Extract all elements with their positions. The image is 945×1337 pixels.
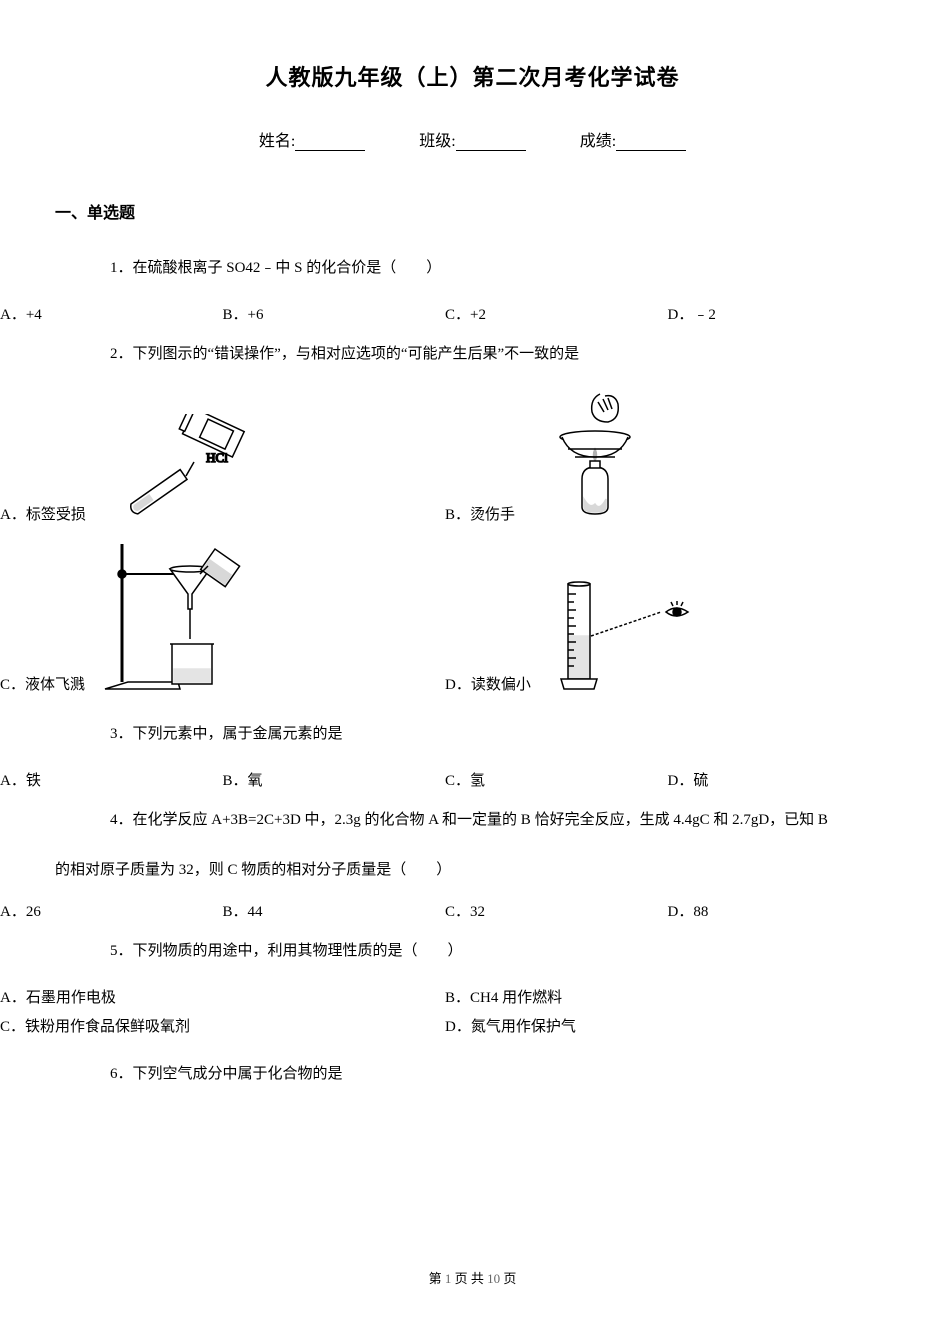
exam-title: 人教版九年级（上）第二次月考化学试卷 [55,60,890,92]
q3-option-b: B．氧 [223,769,446,790]
question-3: 3．下列元素中，属于金属元素的是 [55,719,890,749]
name-label: 姓名: [259,133,295,150]
bottle-pouring-icon: HCl [91,414,281,524]
q5-option-b: B．CH4 用作燃料 [445,986,890,1007]
svg-text:HCl: HCl [206,450,228,465]
class-label: 班级: [419,133,455,150]
q3-option-a: A．铁 [0,769,223,790]
q2-option-a: A．标签受损 HCl [0,414,445,524]
q2-d-label: D．读数偏小 [445,673,531,694]
q4-option-c: C．32 [445,900,668,921]
q4-option-b: B．44 [223,900,446,921]
footer-p2: 页 共 [451,1271,487,1286]
q5-option-c: C．铁粉用作食品保鲜吸氧剂 [0,1015,445,1036]
q4-text-line1: 4．在化学反应 A+3B=2C+3D 中，2.3g 的化合物 A 和一定量的 B… [110,812,828,828]
question-4: 4．在化学反应 A+3B=2C+3D 中，2.3g 的化合物 A 和一定量的 B… [55,805,890,835]
footer-p3: 页 [500,1271,516,1286]
q5-text: 5．下列物质的用途中，利用其物理性质的是（ ） [110,936,890,966]
score-label: 成绩: [580,133,616,150]
q4-text-line2: 的相对原子质量为 32，则 C 物质的相对分子质量是（ ） [55,855,890,885]
name-blank[interactable] [295,135,365,151]
q2-c-label: C．液体飞溅 [0,673,85,694]
q2-b-label: B．烫伤手 [445,503,515,524]
q1-option-a: A．+4 [0,303,223,324]
q1-text: 1．在硫酸根离子 SO42﹣中 S 的化合价是（ ） [110,253,890,283]
q5-option-a: A．石墨用作电极 [0,986,445,1007]
student-info-line: 姓名: 班级: 成绩: [55,127,890,151]
q2-option-d: D．读数偏小 [445,574,890,694]
q2-option-c: C．液体飞溅 [0,534,445,694]
q6-text: 6．下列空气成分中属于化合物的是 [110,1059,890,1089]
q2-text: 2．下列图示的“错误操作”，与相对应选项的“可能产生后果”不一致的是 [110,339,890,369]
question-2: 2．下列图示的“错误操作”，与相对应选项的“可能产生后果”不一致的是 [55,339,890,369]
graduated-cylinder-icon [536,574,706,694]
q1-option-c: C．+2 [445,303,668,324]
q2-a-label: A．标签受损 [0,503,86,524]
filtration-icon [90,534,270,694]
section-heading: 一、单选题 [55,199,890,223]
q1-option-d: D．﹣2 [668,303,891,324]
q3-option-d: D．硫 [668,769,891,790]
q1-option-b: B．+6 [223,303,446,324]
evaporating-dish-icon [520,389,670,524]
question-6: 6．下列空气成分中属于化合物的是 [55,1059,890,1089]
footer-page-total: 10 [487,1271,500,1286]
q3-option-c: C．氢 [445,769,668,790]
question-1: 1．在硫酸根离子 SO42﹣中 S 的化合价是（ ） [55,253,890,283]
q2-option-b: B．烫伤手 [445,389,890,524]
score-blank[interactable] [616,135,686,151]
page-footer: 第 1 页 共 10 页 [0,1268,945,1287]
q5-option-d: D．氮气用作保护气 [445,1015,890,1036]
question-5: 5．下列物质的用途中，利用其物理性质的是（ ） [55,936,890,966]
q4-option-a: A．26 [0,900,223,921]
class-blank[interactable] [456,135,526,151]
q4-option-d: D．88 [668,900,891,921]
footer-p1: 第 [429,1271,445,1286]
q3-text: 3．下列元素中，属于金属元素的是 [110,719,890,749]
